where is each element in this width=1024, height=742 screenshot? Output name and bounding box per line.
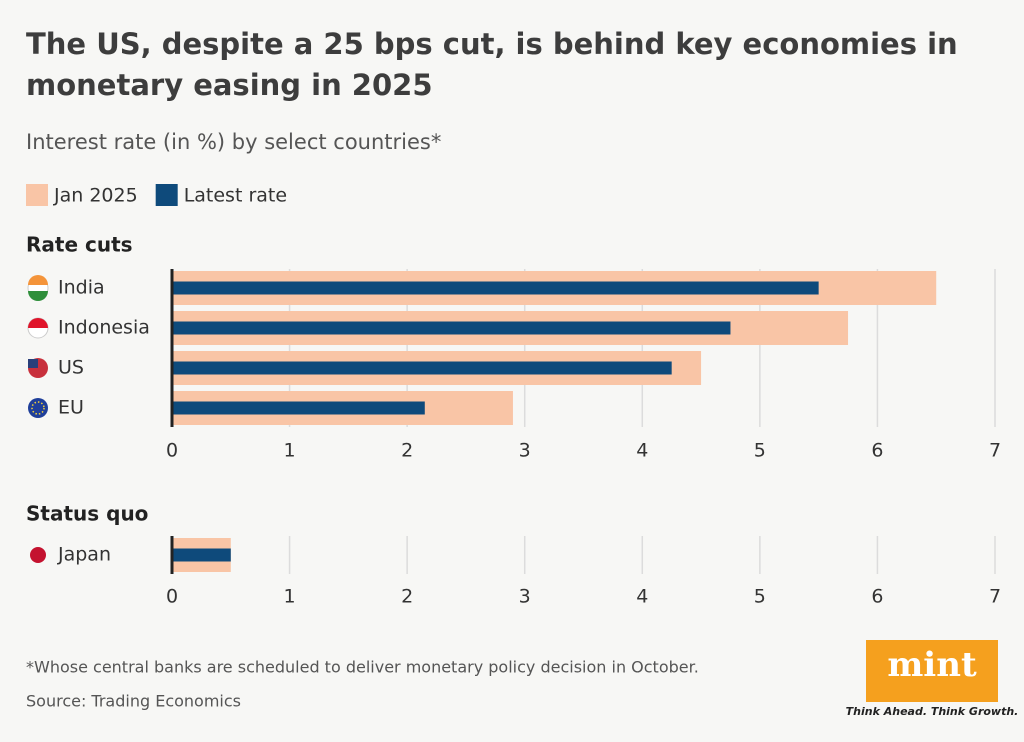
source: Source: Trading Economics <box>26 692 241 711</box>
x-tick-label: 2 <box>401 440 413 462</box>
logo-box <box>866 640 998 702</box>
x-tick-label: 1 <box>284 440 296 462</box>
bar <box>172 321 731 335</box>
category-label: US <box>58 357 84 379</box>
flag-icon <box>28 398 48 418</box>
flag-icon <box>31 401 45 415</box>
flag-icon <box>30 547 46 563</box>
category-label: Japan <box>57 544 111 566</box>
bar <box>172 361 672 375</box>
x-tick-label: 5 <box>754 586 766 608</box>
flag-icon <box>28 359 38 368</box>
x-tick-label: 3 <box>519 440 531 462</box>
x-tick-label: 7 <box>989 586 1001 608</box>
x-tick-label: 6 <box>871 440 883 462</box>
legend-label: Jan 2025 <box>53 185 138 207</box>
x-tick-label: 3 <box>519 586 531 608</box>
x-tick-label: 1 <box>284 586 296 608</box>
category-label: India <box>58 277 105 299</box>
legend-label: Latest rate <box>184 185 287 207</box>
x-tick-label: 4 <box>636 440 648 462</box>
logo: mint <box>887 645 977 685</box>
legend-swatch <box>26 184 48 206</box>
bar <box>172 401 425 415</box>
x-tick-label: 4 <box>636 586 648 608</box>
x-tick-label: 7 <box>989 440 1001 462</box>
flag-icon <box>28 291 48 301</box>
section-title: Status quo <box>26 502 148 526</box>
legend-swatch <box>155 184 178 206</box>
flag-icon <box>28 318 48 328</box>
bar <box>172 281 819 295</box>
category-label: EU <box>58 397 84 419</box>
bar <box>172 548 231 562</box>
x-tick-label: 6 <box>871 586 883 608</box>
category-label: Indonesia <box>58 317 150 339</box>
x-tick-label: 5 <box>754 440 766 462</box>
logo-tagline: Think Ahead. Think Growth. <box>846 705 1019 718</box>
title: The US, despite a 25 bps cut, is behind … <box>26 27 958 102</box>
subtitle: Interest rate (in %) by select countries… <box>26 130 441 154</box>
x-tick-label: 0 <box>166 440 178 462</box>
flags <box>27 275 49 563</box>
footnote: *Whose central banks are scheduled to de… <box>26 658 699 677</box>
x-tick-label: 0 <box>166 586 178 608</box>
section-title: Rate cuts <box>26 233 133 257</box>
x-tick-label: 2 <box>401 586 413 608</box>
flag-icon <box>28 275 48 285</box>
